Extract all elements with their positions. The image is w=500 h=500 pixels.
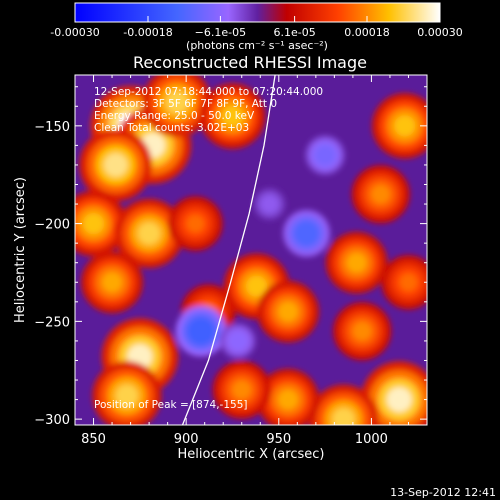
y-tick-label: −250 — [34, 315, 70, 330]
heatmap-blob — [245, 275, 268, 297]
colorbar-tick-label: -0.00018 — [123, 26, 172, 39]
colorbar — [74, 2, 441, 23]
heatmap-blob — [165, 91, 189, 114]
clean-counts-annotation: Clean Total counts: 3.02E+03 — [94, 122, 249, 134]
heatmap-blob — [228, 331, 248, 351]
colorbar-ticks: -0.00030 -0.00018 −6.1e-05 6.1e-05 0.00018 0.… — [50, 16, 463, 39]
x-tick-label: 850 — [81, 432, 106, 447]
x-tick-label: 900 — [174, 432, 199, 447]
x-axis-ticks: 850 900 950 1000 — [81, 75, 428, 447]
colorbar-tick-label: 0.00018 — [344, 26, 390, 39]
solar-limb-line — [181, 75, 276, 425]
heatmap-blob — [137, 222, 161, 245]
colorbar-tick-label: -0.00030 — [50, 26, 99, 39]
x-axis-label: Heliocentric X (arcsec) — [178, 447, 325, 462]
footer-timestamp: 13-Sep-2012 12:41 — [390, 486, 496, 499]
colorbar-tick-label: 6.1e-05 — [273, 26, 315, 39]
heatmap-blob — [394, 115, 416, 137]
heatmap-blob — [186, 214, 205, 233]
detectors-annotation: Detectors: 3F 5F 6F 7F 8F 9F, Att 0 — [94, 98, 277, 110]
peak-position-annotation: Position of Peak = [874,-155] — [94, 399, 248, 411]
time-range-annotation: 12-Sep-2012 07:18:44.000 to 07:20:44.000 — [94, 86, 323, 98]
heatmap-blob — [332, 407, 355, 425]
chart-title: Reconstructed RHESSI Image — [133, 53, 367, 72]
colorbar-tick-label: −6.1e-05 — [195, 26, 246, 39]
heatmap-blob — [371, 184, 391, 204]
heatmap-blob — [314, 144, 337, 167]
heatmap-blob — [101, 272, 123, 293]
heatmap-blob — [277, 301, 299, 322]
y-tick-label: −300 — [34, 413, 70, 428]
heatmap-blob — [260, 195, 279, 213]
heatmap-blob — [346, 252, 367, 273]
heatmap-blob — [103, 153, 128, 177]
heatmap-blob — [115, 384, 139, 407]
x-tick-label: 950 — [266, 432, 291, 447]
heatmap-blob — [293, 220, 320, 247]
energy-range-annotation: Energy Range: 25.0 - 50.0 keV — [94, 110, 255, 122]
heatmap-image — [75, 75, 427, 425]
y-axis-label: Heliocentric Y (arcsec) — [13, 177, 28, 323]
heatmap-blob — [352, 321, 372, 341]
plot-frame — [74, 74, 428, 426]
heatmap-blob — [399, 273, 418, 292]
heatmap-blob — [221, 105, 244, 127]
colorbar-unit: (photons cm⁻² s⁻¹ asec⁻²) — [186, 39, 328, 52]
heatmap-blob — [82, 212, 105, 235]
heatmap-blob — [277, 389, 299, 410]
y-axis-ticks: −150 −200 −250 −300 — [34, 86, 427, 428]
y-tick-label: −150 — [34, 120, 70, 135]
y-tick-label: −200 — [34, 218, 70, 233]
x-tick-label: 1000 — [355, 432, 388, 447]
heatmap-blob — [386, 387, 412, 413]
heatmap-blob — [232, 380, 252, 400]
colorbar-tick-label: 0.00030 — [417, 26, 463, 39]
heatmap-blob — [186, 317, 215, 346]
